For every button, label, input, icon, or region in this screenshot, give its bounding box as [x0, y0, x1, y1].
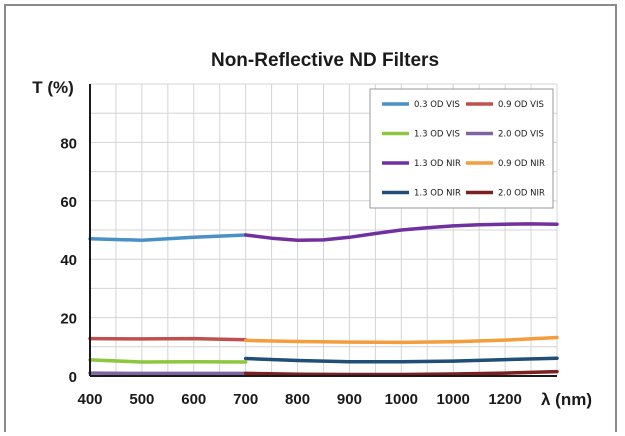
y-tick-label: 40 [60, 252, 77, 269]
series-line-8 [243, 369, 559, 377]
x-tick-label: 1200 [488, 391, 521, 408]
y-axis-label: T (%) [32, 78, 74, 97]
series-line-1 [88, 233, 248, 242]
series-line-2 [88, 336, 248, 342]
legend-box [369, 88, 554, 209]
x-tick-label: 1000 [385, 391, 418, 408]
x-tick-label: 600 [181, 391, 206, 408]
x-tick-label: 500 [129, 391, 154, 408]
x-axis-label: λ (nm) [541, 390, 592, 409]
x-tick-label: 700 [233, 391, 258, 408]
y-tick-label: 0 [69, 369, 77, 386]
series-line-3 [88, 358, 248, 364]
series-line-6 [243, 335, 559, 345]
series-line-7 [243, 356, 559, 364]
y-tick-label: 60 [60, 194, 77, 211]
x-tick-label: 400 [77, 391, 102, 408]
legend-label-7: 1.3 OD NIR [414, 189, 461, 199]
legend-label-1: 0.3 OD VIS [414, 100, 460, 110]
legend-label-2: 0.9 OD VIS [498, 100, 544, 110]
series-line-5 [243, 222, 559, 242]
legend-label-8: 2.0 OD NIR [498, 189, 545, 199]
y-tick-label: 80 [60, 135, 77, 152]
y-tick-label: 20 [60, 311, 77, 328]
x-tick-label: 900 [337, 391, 362, 408]
legend-label-3: 1.3 OD VIS [414, 130, 460, 140]
legend-label-6: 0.9 OD NIR [498, 159, 545, 169]
chart-title: Non-Reflective ND Filters [211, 50, 439, 71]
legend-label-4: 2.0 OD VIS [498, 130, 544, 140]
legend-label-5: 1.3 OD NIR [414, 159, 461, 169]
x-tick-label: 1000 [437, 391, 470, 408]
x-tick-label: 800 [285, 391, 310, 408]
